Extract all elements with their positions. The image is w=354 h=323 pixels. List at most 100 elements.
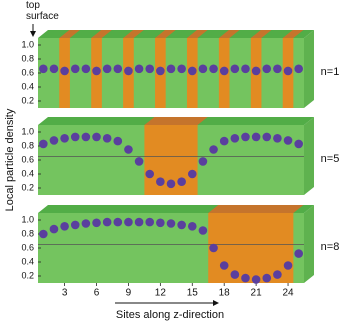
data-point — [113, 136, 123, 146]
orange-layer-top — [91, 30, 112, 38]
data-point — [145, 64, 155, 74]
annotation: top surface — [26, 0, 59, 22]
data-point — [198, 157, 208, 166]
y-tick-label: 0.8 — [21, 228, 34, 238]
data-point — [262, 273, 272, 283]
data-point — [294, 139, 303, 149]
data-point — [230, 134, 240, 143]
data-point — [187, 169, 197, 179]
data-point — [92, 66, 101, 76]
orange-layer-top — [123, 30, 144, 38]
data-point — [187, 222, 197, 231]
data-point — [241, 64, 250, 74]
data-point — [166, 64, 176, 74]
data-point — [70, 64, 80, 74]
x-tick-label: 21 — [251, 288, 263, 299]
data-point — [134, 217, 144, 227]
data-point — [273, 64, 282, 74]
data-point — [187, 66, 197, 76]
x-axis-label: Sites along z-direction — [116, 309, 224, 321]
data-point — [283, 261, 293, 270]
data-point — [102, 134, 112, 143]
orange-layer-top — [218, 30, 240, 38]
data-point — [145, 169, 155, 179]
orange-layer-top — [144, 117, 208, 125]
data-point — [134, 64, 144, 74]
y-tick-label: 0.4 — [21, 81, 34, 91]
side-face — [304, 30, 314, 108]
top-face — [38, 30, 314, 38]
y-tick-label: 0.6 — [21, 242, 34, 252]
data-point — [241, 132, 250, 142]
data-point — [124, 217, 133, 227]
data-point — [60, 134, 69, 143]
y-tick-label: 0.6 — [21, 154, 34, 164]
data-point — [209, 145, 218, 154]
data-point — [49, 224, 59, 234]
data-point — [294, 64, 303, 74]
data-point — [262, 64, 272, 74]
y-tick-label: 1.0 — [21, 126, 34, 136]
data-point — [81, 64, 91, 74]
panel-label: n=1 — [321, 66, 340, 78]
orange-layer-top — [186, 30, 208, 38]
data-point — [156, 66, 165, 76]
data-point — [49, 136, 59, 145]
data-point — [102, 217, 112, 227]
orange-layer-top — [250, 30, 272, 38]
data-point — [39, 139, 48, 149]
data-point — [251, 66, 261, 76]
data-point — [219, 66, 229, 76]
data-point — [81, 219, 91, 228]
data-point — [230, 270, 240, 279]
data-point — [166, 219, 176, 228]
y-tick-label: 0.2 — [21, 95, 34, 105]
data-point — [283, 66, 293, 76]
data-point — [156, 218, 165, 228]
data-point — [70, 220, 80, 230]
data-point — [177, 64, 186, 74]
data-point — [60, 66, 69, 76]
data-point — [209, 243, 218, 253]
x-tick-label: 18 — [219, 288, 231, 299]
data-point — [113, 217, 123, 227]
y-tick-label: 0.2 — [21, 182, 34, 192]
y-tick-label: 0.4 — [21, 168, 34, 178]
data-point — [70, 132, 80, 142]
y-tick-label: 0.8 — [21, 140, 34, 150]
data-point — [273, 270, 282, 279]
data-point — [134, 157, 144, 166]
data-point — [241, 273, 250, 283]
y-tick-label: 0.4 — [21, 256, 34, 266]
data-point — [209, 64, 218, 74]
data-point — [251, 275, 261, 284]
data-point — [92, 132, 101, 142]
orange-layer-top — [59, 30, 80, 38]
data-point — [156, 177, 165, 186]
x-tick-label: 15 — [187, 288, 199, 299]
panel-label: n=5 — [321, 153, 340, 165]
data-point — [273, 134, 282, 143]
data-point — [283, 136, 293, 145]
data-point — [124, 66, 133, 76]
y-axis-label: Local particle density — [4, 108, 16, 211]
orange-layer-top — [155, 30, 176, 38]
data-point — [39, 64, 48, 74]
side-face — [304, 117, 314, 195]
x-tick-label: 24 — [282, 288, 294, 299]
data-point — [198, 64, 208, 74]
data-point — [92, 218, 101, 228]
data-point — [219, 261, 229, 270]
data-point — [230, 64, 240, 74]
y-tick-label: 1.0 — [21, 214, 34, 224]
data-point — [113, 64, 123, 74]
data-point — [81, 132, 91, 142]
x-tick-label: 9 — [126, 288, 132, 299]
data-point — [102, 64, 112, 74]
data-point — [262, 132, 272, 142]
panel-label: n=8 — [321, 241, 340, 253]
data-point — [251, 132, 261, 142]
data-point — [145, 217, 155, 227]
